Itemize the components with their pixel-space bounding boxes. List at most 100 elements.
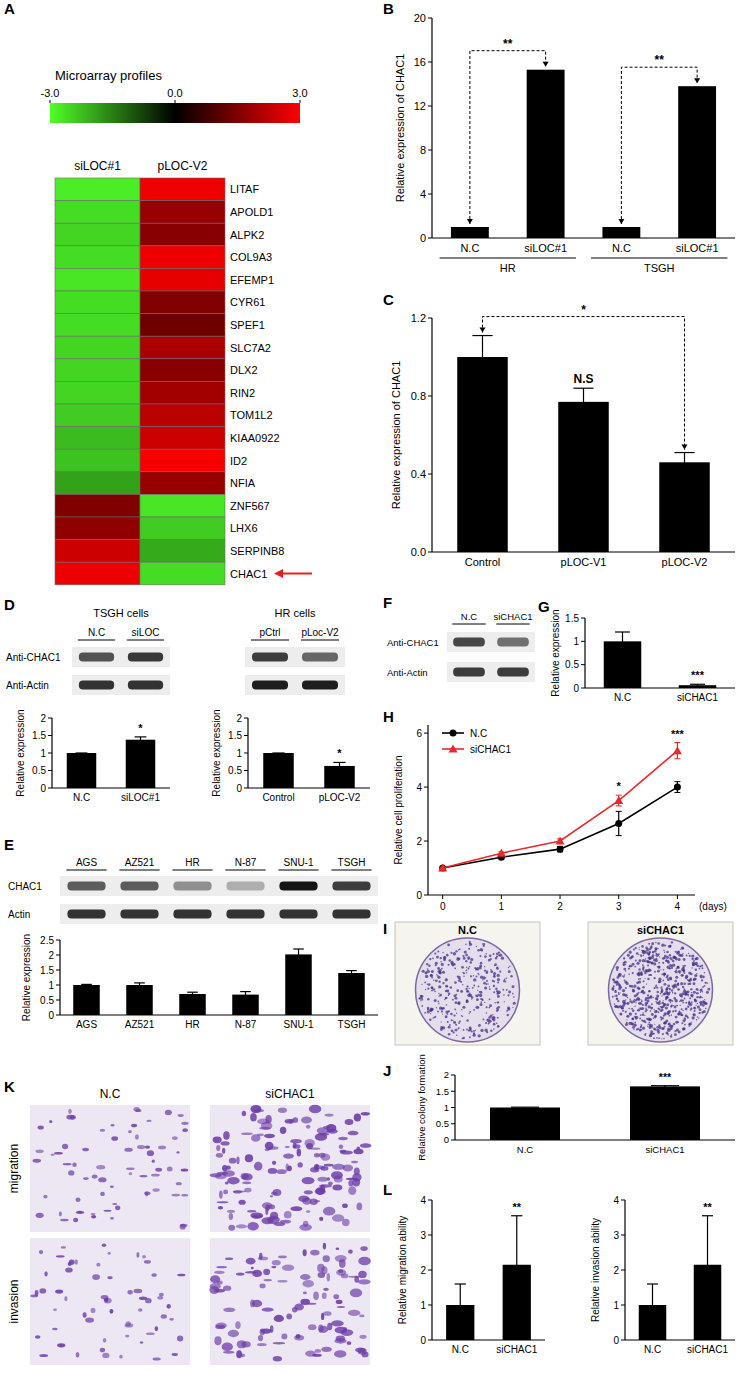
colony: [649, 952, 651, 954]
colony: [451, 1029, 454, 1032]
cell: [317, 1127, 329, 1134]
x-tick-label: AZ521: [125, 1019, 155, 1030]
y-tick: [428, 1305, 432, 1306]
colony: [696, 973, 697, 974]
y-tick-label: 0: [416, 890, 422, 901]
colony: [648, 1024, 649, 1025]
colony: [632, 1026, 635, 1029]
cell: [323, 1311, 331, 1316]
cell: [333, 1294, 339, 1299]
cell: [306, 1210, 311, 1213]
colony: [693, 978, 696, 981]
x-tick-label: 2: [557, 901, 563, 912]
blot-row-label: Anti-CHAC1: [387, 637, 439, 648]
y-tick-label: 4: [613, 1195, 619, 1206]
y-tick-label: 2: [236, 713, 242, 724]
colony: [473, 985, 475, 987]
y-tick: [581, 664, 585, 665]
colony: [613, 985, 615, 987]
x-tick: [618, 895, 619, 899]
y-tick: [451, 1140, 455, 1141]
cell: [223, 1308, 235, 1312]
colony: [661, 943, 664, 946]
cell: [341, 1274, 349, 1279]
y-tick: [56, 940, 60, 941]
panel-label: L: [383, 1181, 392, 1198]
bar: [126, 740, 156, 788]
colony: [699, 1001, 702, 1004]
colony: [653, 1017, 654, 1018]
x-tick-label: SNU-1: [283, 1019, 313, 1030]
colony: [650, 1010, 652, 1012]
colony: [512, 985, 515, 988]
y-tick-label: 1: [48, 980, 54, 991]
lane-label: N-87: [235, 857, 257, 868]
colony: [658, 977, 661, 980]
colony: [649, 951, 651, 953]
panel-label: J: [383, 1062, 391, 1079]
colony: [629, 999, 631, 1001]
colony: [446, 954, 449, 957]
cell: [332, 1214, 344, 1221]
colony: [437, 950, 439, 952]
y-tick-label: 1: [573, 636, 579, 647]
blot-band: [497, 638, 529, 647]
x-tick: [442, 895, 443, 899]
colony: [645, 999, 647, 1001]
colony: [651, 1013, 654, 1016]
cell: [209, 1286, 219, 1294]
cell: [227, 1210, 235, 1213]
cell: [342, 1165, 353, 1172]
colony: [681, 974, 684, 977]
colony: [648, 1022, 650, 1024]
blot-band: [332, 882, 370, 891]
colony: [671, 959, 673, 961]
heat-cell: [140, 562, 225, 585]
blot-band: [120, 910, 158, 919]
cell: [290, 1206, 302, 1211]
colony: [669, 999, 671, 1001]
colony: [661, 1038, 662, 1039]
error-cap: [134, 982, 145, 983]
colony: [680, 949, 681, 950]
colony: [666, 956, 669, 959]
western-blot: Anti-CHAC1Anti-ActinN.CsiCHAC1: [387, 611, 535, 682]
heatmap: Microarray profiles-3.00.03.0siLOC#1pLOC…: [41, 68, 312, 585]
y-tick: [424, 841, 428, 842]
cell: [167, 1167, 173, 1172]
colony: [675, 958, 678, 961]
colony: [629, 957, 632, 960]
cell: [348, 1276, 360, 1278]
colony: [473, 1033, 476, 1036]
colony: [671, 941, 673, 943]
colony: [668, 999, 671, 1002]
x-tick-label: pLOC-V1: [561, 556, 607, 568]
cell: [272, 1161, 276, 1165]
heat-cell: [55, 246, 140, 269]
heat-cell: [140, 381, 225, 404]
cell: [339, 1259, 346, 1268]
cell: [236, 1156, 239, 1164]
colony: [633, 984, 636, 987]
colony: [640, 955, 642, 957]
colony: [705, 982, 707, 984]
colony: [455, 994, 457, 996]
panel-label: F: [383, 594, 392, 611]
blot-band: [120, 882, 158, 891]
colony: [647, 964, 649, 966]
cell: [308, 1324, 317, 1330]
colony: [699, 996, 702, 999]
colony: [675, 1021, 678, 1024]
lane-label: AGS: [76, 857, 97, 868]
panel-label: B: [383, 0, 394, 17]
colony: [654, 1010, 657, 1013]
cell: [242, 1111, 246, 1117]
colony: [467, 968, 469, 970]
y-tick-label: 3: [420, 1230, 426, 1241]
error-cap: [293, 948, 304, 949]
colony: [660, 991, 662, 993]
cell: [319, 1217, 323, 1221]
colony: [463, 972, 465, 974]
cell: [258, 1256, 268, 1260]
colony: [654, 950, 656, 952]
